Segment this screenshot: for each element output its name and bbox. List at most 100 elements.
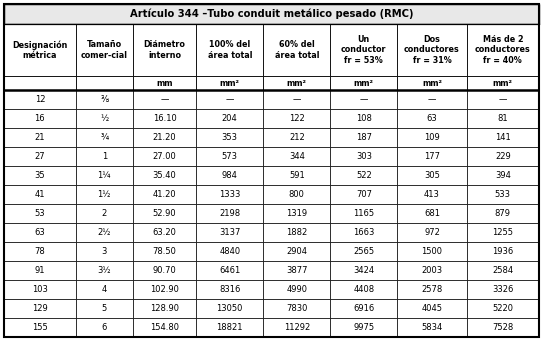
Bar [75, 318, 132, 337]
Text: 2198: 2198 [219, 209, 241, 218]
Bar [466, 166, 539, 185]
Bar [397, 185, 466, 204]
Text: 4045: 4045 [421, 304, 443, 313]
Bar [75, 261, 132, 280]
Bar [397, 204, 466, 223]
Text: Artículo 344 –Tubo conduit metálico pesado (RMC): Artículo 344 –Tubo conduit metálico pesa… [130, 9, 413, 19]
Text: 3424: 3424 [353, 266, 374, 275]
Text: 3326: 3326 [492, 285, 514, 294]
Text: 21: 21 [35, 133, 45, 142]
Text: 2904: 2904 [286, 247, 307, 256]
Text: 984: 984 [222, 171, 238, 180]
Bar [132, 147, 196, 166]
Text: 2003: 2003 [421, 266, 443, 275]
Text: 177: 177 [424, 152, 440, 161]
Text: 52.90: 52.90 [153, 209, 176, 218]
Text: 100% del
área total: 100% del área total [207, 40, 252, 60]
Bar [330, 280, 397, 299]
Bar [132, 128, 196, 147]
Bar [330, 128, 397, 147]
Text: 3877: 3877 [286, 266, 307, 275]
Bar [330, 76, 397, 90]
Text: 681: 681 [424, 209, 440, 218]
Text: 128.90: 128.90 [150, 304, 179, 313]
Bar [196, 185, 263, 204]
Bar [196, 280, 263, 299]
Bar [330, 318, 397, 337]
Bar [466, 261, 539, 280]
Bar [75, 280, 132, 299]
Text: 1: 1 [102, 152, 107, 161]
Bar [263, 223, 330, 242]
Bar [132, 109, 196, 128]
Text: 3½: 3½ [98, 266, 111, 275]
Text: 204: 204 [222, 114, 238, 123]
Bar [75, 24, 132, 76]
Bar [466, 204, 539, 223]
Text: mm: mm [156, 78, 173, 88]
Bar [466, 109, 539, 128]
Text: 2: 2 [102, 209, 107, 218]
Text: mm²: mm² [220, 78, 240, 88]
Text: 591: 591 [289, 171, 305, 180]
Text: 5: 5 [102, 304, 107, 313]
Bar [397, 109, 466, 128]
Text: 13050: 13050 [217, 304, 243, 313]
Bar [397, 147, 466, 166]
Text: 522: 522 [356, 171, 371, 180]
Bar [466, 318, 539, 337]
Bar [196, 204, 263, 223]
Bar [4, 261, 75, 280]
Bar [397, 318, 466, 337]
Bar [4, 166, 75, 185]
Bar [196, 299, 263, 318]
Bar [397, 24, 466, 76]
Text: 1936: 1936 [492, 247, 514, 256]
Text: 1165: 1165 [353, 209, 374, 218]
Bar [4, 223, 75, 242]
Bar [263, 24, 330, 76]
Text: 1255: 1255 [493, 228, 513, 237]
Bar [196, 147, 263, 166]
Bar [75, 223, 132, 242]
Bar [4, 280, 75, 299]
Bar [4, 185, 75, 204]
Text: 53: 53 [35, 209, 45, 218]
Text: 3137: 3137 [219, 228, 241, 237]
Text: 353: 353 [222, 133, 238, 142]
Text: 303: 303 [356, 152, 372, 161]
Bar [196, 242, 263, 261]
Text: 21.20: 21.20 [153, 133, 176, 142]
Bar [330, 185, 397, 204]
Text: 90.70: 90.70 [153, 266, 176, 275]
Text: 78: 78 [35, 247, 45, 256]
Bar [466, 223, 539, 242]
Bar [397, 76, 466, 90]
Text: 1½: 1½ [98, 190, 111, 199]
Bar [263, 280, 330, 299]
Bar [4, 242, 75, 261]
Text: 141: 141 [495, 133, 511, 142]
Bar [466, 24, 539, 76]
Text: 78.50: 78.50 [153, 247, 176, 256]
Text: 63: 63 [427, 114, 437, 123]
Bar [75, 76, 132, 90]
Bar [132, 166, 196, 185]
Text: 5220: 5220 [493, 304, 513, 313]
Text: 5834: 5834 [421, 323, 443, 332]
Bar [397, 242, 466, 261]
Bar [132, 318, 196, 337]
Bar [132, 185, 196, 204]
Text: 63.20: 63.20 [153, 228, 176, 237]
Bar [263, 185, 330, 204]
Text: 63: 63 [35, 228, 45, 237]
Text: 413: 413 [424, 190, 440, 199]
Bar [330, 24, 397, 76]
Text: 573: 573 [222, 152, 238, 161]
Bar [330, 90, 397, 109]
Bar [132, 242, 196, 261]
Bar [132, 90, 196, 109]
Text: 16.10: 16.10 [153, 114, 176, 123]
Text: mm²: mm² [287, 78, 307, 88]
Bar [196, 76, 263, 90]
